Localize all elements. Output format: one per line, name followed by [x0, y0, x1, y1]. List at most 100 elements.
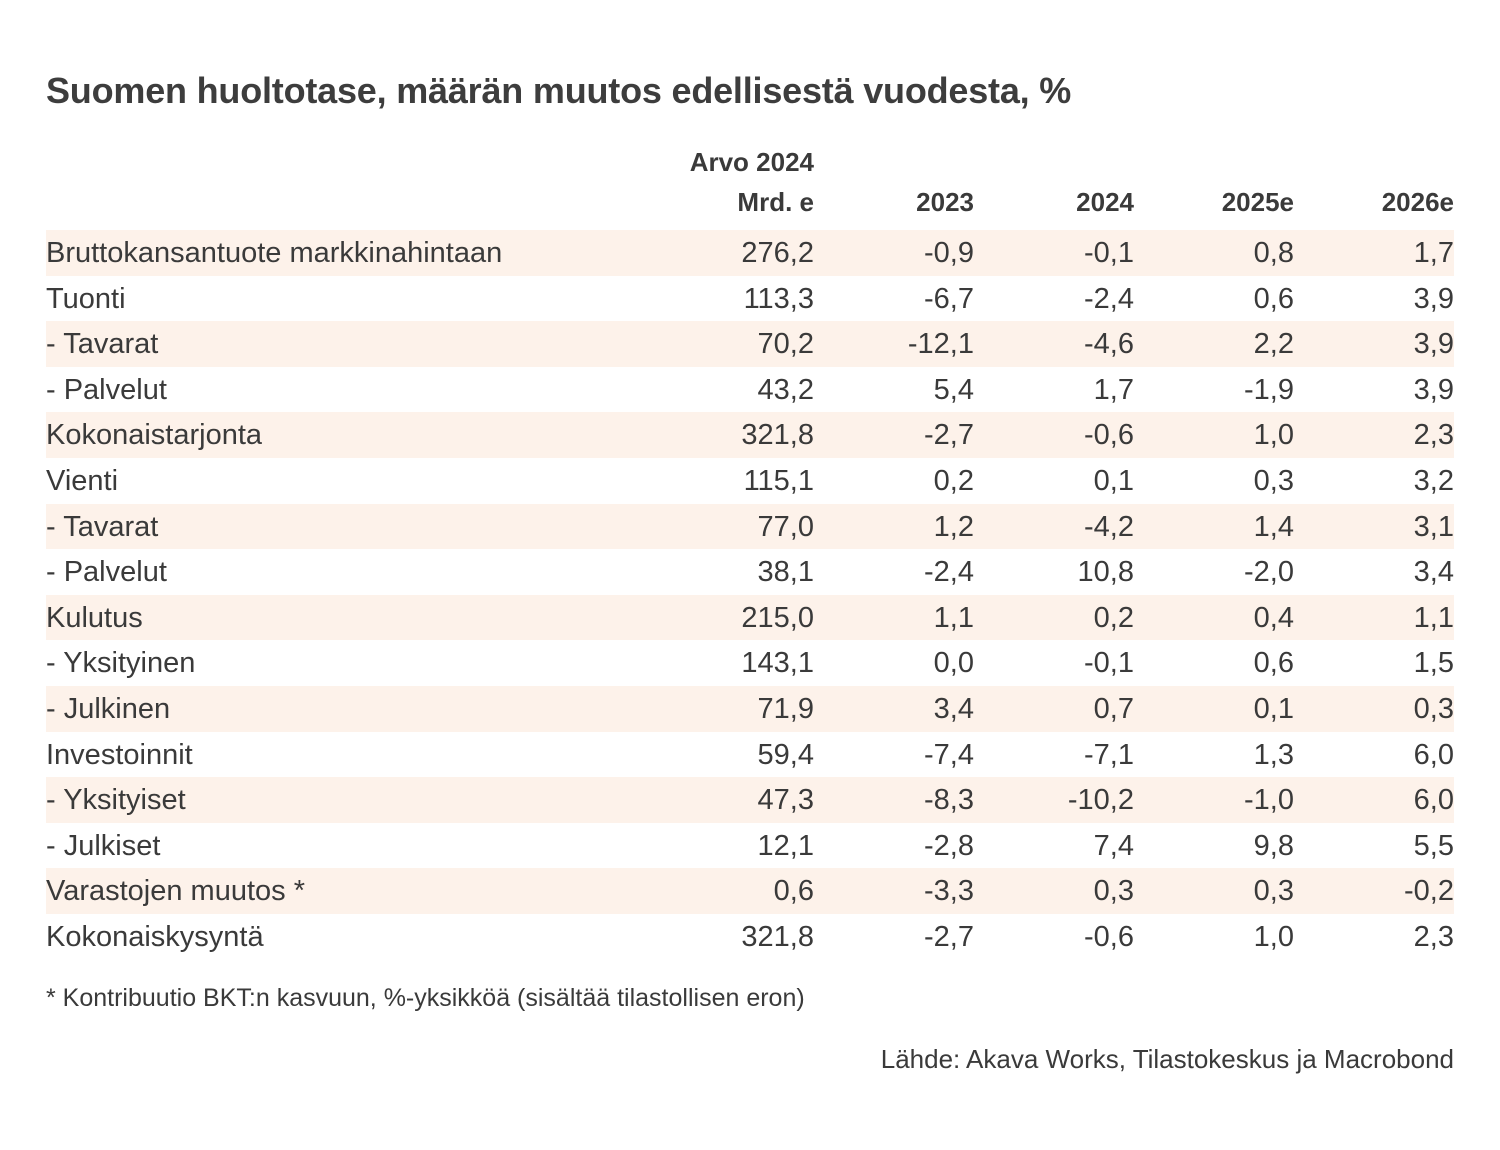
table-cell: 59,4 — [757, 738, 814, 771]
table-row: Kulutus 215,0 1,1 0,2 0,4 1,1 — [46, 594, 1454, 641]
column-header-line2: 2025e — [1221, 187, 1294, 217]
table-cell: 0,2 — [1093, 601, 1134, 634]
table-row: - Yksityinen 143,1 0,0 -0,1 0,6 1,5 — [46, 640, 1454, 686]
table-cell: 10,8 — [1077, 556, 1134, 589]
table-cell: 113,3 — [743, 282, 814, 315]
table-cell: 1,0 — [1253, 920, 1294, 953]
table-row: Varastojen muutos * 0,6 -3,3 0,3 0,3 -0,2 — [46, 868, 1454, 914]
row-label: - Tavarat — [46, 510, 159, 543]
table-cell: 321,8 — [741, 419, 814, 452]
table-cell: 3,2 — [1413, 464, 1454, 497]
table-row: Tuonti 113,3 -6,7 -2,4 0,6 3,9 — [46, 276, 1454, 322]
row-label: Kulutus — [46, 601, 143, 634]
table-cell: 0,6 — [1253, 647, 1294, 680]
table-row: Kokonaistarjonta 321,8 -2,7 -0,6 1,0 2,3 — [46, 412, 1454, 458]
table-cell: -2,8 — [924, 829, 974, 862]
table-body: Bruttokansantuote markkinahintaan 276,2 -0… — [46, 230, 1454, 960]
table-cell: 3,9 — [1413, 282, 1454, 315]
table-cell: 77,0 — [757, 510, 814, 543]
table-row: Investoinnit 59,4 -7,4 -7,1 1,3 6,0 — [46, 732, 1454, 778]
table-cell: -0,6 — [1084, 419, 1134, 452]
table-row: - Julkinen 71,9 3,4 0,7 0,1 0,3 — [46, 685, 1454, 732]
row-label: - Tavarat — [46, 328, 159, 361]
table-cell: 0,6 — [773, 875, 814, 908]
table-cell: 1,5 — [1413, 647, 1454, 680]
table-cell: 1,7 — [1413, 237, 1454, 269]
table-cell: -2,7 — [924, 419, 974, 452]
table-row: Bruttokansantuote markkinahintaan 276,2 -0… — [46, 230, 1454, 276]
row-label: Vienti — [46, 464, 119, 497]
table-header: Arvo 2024 Mrd. e 2023 2024 2025e 2026e — [46, 147, 1454, 230]
table-cell: 0,7 — [1093, 692, 1134, 725]
column-header-line2: 2023 — [916, 187, 974, 217]
table-cell: 215,0 — [741, 601, 814, 634]
row-label: Bruttokansantuote markkinahintaan — [46, 237, 503, 269]
table-cell: -12,1 — [907, 328, 974, 361]
column-header-2: 2024 — [1076, 182, 1134, 222]
row-label: - Palvelut — [46, 556, 167, 589]
table-cell: 71,9 — [757, 692, 814, 725]
table-cell: -4,6 — [1084, 328, 1134, 361]
table-cell: 0,3 — [1093, 875, 1134, 908]
table-cell: 47,3 — [757, 784, 814, 817]
column-header-1: 2023 — [916, 182, 974, 222]
row-label: - Julkiset — [46, 829, 161, 862]
table-cell: 143,1 — [741, 647, 814, 680]
table-cell: -10,2 — [1067, 784, 1134, 817]
table-cell: -1,0 — [1244, 784, 1294, 817]
table-cell: 3,9 — [1413, 328, 1454, 361]
row-label: Tuonti — [46, 282, 126, 315]
table-cell: -1,9 — [1244, 373, 1294, 406]
table-cell: 2,3 — [1413, 419, 1454, 452]
table-cell: -0,6 — [1084, 920, 1134, 953]
table-cell: -2,4 — [924, 556, 974, 589]
table-cell: 6,0 — [1413, 784, 1454, 817]
table-cell: 321,8 — [741, 920, 814, 953]
table-cell: 0,0 — [933, 647, 974, 680]
table-cell: -2,7 — [924, 920, 974, 953]
row-label: Investoinnit — [46, 738, 193, 771]
table-cell: 0,1 — [1253, 692, 1294, 725]
table-cell: -6,7 — [924, 282, 974, 315]
table-cell: -0,1 — [1084, 647, 1134, 680]
table-cell: -7,4 — [924, 738, 974, 771]
table-cell: -0,9 — [924, 237, 974, 269]
column-header-4: 2026e — [1382, 182, 1454, 222]
table-cell: 0,3 — [1253, 875, 1294, 908]
table-cell: 0,4 — [1253, 601, 1294, 634]
table-cell: 43,2 — [757, 373, 814, 406]
table-row: - Palvelut 38,1 -2,4 10,8 -2,0 3,4 — [46, 549, 1454, 595]
table-row: Vienti 115,1 0,2 0,1 0,3 3,2 — [46, 458, 1454, 504]
data-table: Arvo 2024 Mrd. e 2023 2024 2025e 2026e Brutto… — [46, 147, 1454, 960]
column-header-0: Arvo 2024 Mrd. e — [690, 142, 814, 222]
table-cell: 9,8 — [1253, 829, 1294, 862]
column-header-line2: 2024 — [1076, 187, 1134, 217]
table-row: Kokonaiskysyntä 321,8 -2,7 -0,6 1,0 2,3 — [46, 914, 1454, 960]
row-label: - Yksityiset — [46, 784, 186, 817]
table-cell: 1,3 — [1253, 738, 1294, 771]
table-cell: 7,4 — [1093, 829, 1134, 862]
column-header-line2: Mrd. e — [737, 187, 814, 217]
table-cell: -2,4 — [1084, 282, 1134, 315]
table-row: - Yksityiset 47,3 -8,3 -10,2 -1,0 6,0 — [46, 777, 1454, 823]
table-cell: 1,2 — [933, 510, 974, 543]
table-cell: 3,9 — [1413, 373, 1454, 406]
table-cell: 5,5 — [1413, 829, 1454, 862]
footnote: * Kontribuutio BKT:n kasvuun, %-yksikköä… — [46, 984, 805, 1012]
column-header-line1: Arvo 2024 — [689, 147, 814, 177]
source-note: Lähde: Akava Works, Tilastokeskus ja Mac… — [880, 1044, 1454, 1074]
table-cell: -2,0 — [1244, 556, 1294, 589]
column-header-3: 2025e — [1222, 182, 1294, 222]
table-cell: 2,2 — [1253, 328, 1294, 361]
table-cell: 276,2 — [741, 237, 814, 269]
table-cell: 1,1 — [933, 601, 974, 634]
row-label: - Yksityinen — [46, 647, 196, 680]
table-cell: 5,4 — [933, 373, 974, 406]
table-cell: 0,8 — [1253, 237, 1294, 269]
table-cell: -7,1 — [1084, 738, 1134, 771]
table-row: - Tavarat 70,2 -12,1 -4,6 2,2 3,9 — [46, 321, 1454, 367]
table-cell: 0,2 — [933, 464, 974, 497]
table-cell: 1,1 — [1413, 601, 1454, 634]
row-label: Varastojen muutos * — [46, 875, 305, 908]
table-cell: 3,1 — [1413, 510, 1454, 543]
